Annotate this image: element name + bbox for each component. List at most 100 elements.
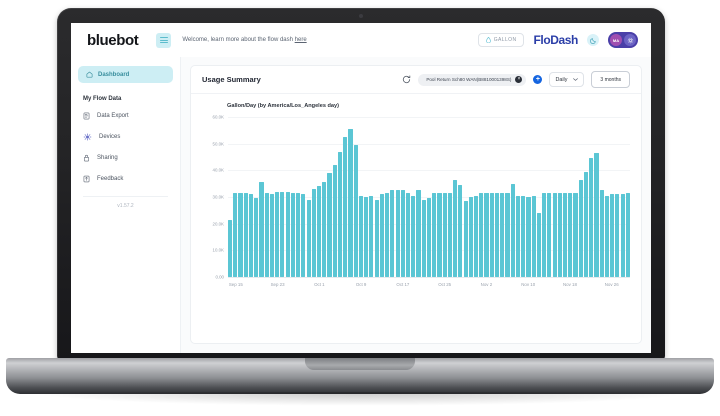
bar[interactable] <box>411 195 416 277</box>
date-range-button[interactable]: 3 months <box>591 71 630 88</box>
bar[interactable] <box>594 153 599 277</box>
bar[interactable] <box>542 193 547 277</box>
gallon-unit-button[interactable]: GALLON <box>477 33 525 47</box>
bar[interactable] <box>505 193 510 277</box>
chart-container: Gallon/Day (by America/Los_Angeles day) … <box>191 94 641 292</box>
bar[interactable] <box>583 171 589 277</box>
bar[interactable] <box>573 193 578 277</box>
bar[interactable] <box>332 165 337 277</box>
bar[interactable] <box>228 219 233 277</box>
bar[interactable] <box>489 193 494 277</box>
bar[interactable] <box>620 194 625 277</box>
bar[interactable] <box>510 183 515 277</box>
bar[interactable] <box>615 194 620 277</box>
bar[interactable] <box>322 182 327 277</box>
sidebar-item-feedback[interactable]: Feedback <box>71 168 180 189</box>
bar[interactable] <box>578 179 583 277</box>
bar[interactable] <box>563 193 568 277</box>
bar[interactable] <box>484 193 489 277</box>
devices-icon <box>83 133 92 140</box>
bar[interactable] <box>348 129 353 277</box>
bar[interactable] <box>474 195 479 277</box>
bar[interactable] <box>604 195 610 277</box>
bar[interactable] <box>264 193 269 277</box>
sidebar-item-data-export[interactable]: Data Export <box>71 105 180 126</box>
avatar[interactable]: MA <box>610 34 622 46</box>
export-icon <box>83 112 90 119</box>
bar[interactable] <box>531 195 536 277</box>
sidebar-item-sharing[interactable]: Sharing <box>71 147 180 168</box>
bar[interactable] <box>515 195 521 277</box>
bar[interactable] <box>301 194 306 277</box>
bar[interactable] <box>259 182 264 277</box>
device-filter-chip[interactable]: Pool Return Sch80 WAN(B8810001398S) × <box>418 73 527 86</box>
bar[interactable] <box>358 195 363 277</box>
bar[interactable] <box>442 193 447 277</box>
bar[interactable] <box>285 191 290 277</box>
bar[interactable] <box>400 190 405 277</box>
bar[interactable] <box>374 199 379 277</box>
bar[interactable] <box>233 193 238 277</box>
bar[interactable] <box>385 193 390 277</box>
bar[interactable] <box>337 151 343 277</box>
bar[interactable] <box>426 198 432 277</box>
bar[interactable] <box>568 193 573 277</box>
bar[interactable] <box>521 195 526 277</box>
bar[interactable] <box>306 199 311 277</box>
bar[interactable] <box>327 173 332 277</box>
bar[interactable] <box>254 198 259 277</box>
bar[interactable] <box>311 189 316 277</box>
plus-icon[interactable]: + <box>533 75 543 84</box>
sidebar-item-dashboard[interactable]: Dashboard <box>78 66 173 83</box>
bar[interactable] <box>379 194 384 277</box>
bar[interactable] <box>416 190 421 277</box>
sidebar-item-devices[interactable]: Devices <box>71 126 180 147</box>
bar[interactable] <box>353 145 358 277</box>
bar[interactable] <box>280 191 285 277</box>
bar[interactable] <box>552 193 557 277</box>
chart-title: Gallon/Day (by America/Los_Angeles day) <box>227 103 340 109</box>
bar[interactable] <box>364 197 369 277</box>
bar[interactable] <box>248 194 254 277</box>
bar[interactable] <box>437 193 442 277</box>
bar[interactable] <box>432 193 437 277</box>
bar[interactable] <box>390 190 395 277</box>
bar[interactable] <box>238 193 243 277</box>
bar[interactable] <box>343 137 348 277</box>
welcome-link[interactable]: here <box>294 37 307 43</box>
bar[interactable] <box>625 193 630 277</box>
bar[interactable] <box>296 193 301 277</box>
bar[interactable] <box>269 194 275 277</box>
granularity-select[interactable]: Daily <box>549 72 585 87</box>
bar[interactable] <box>421 199 426 277</box>
bar[interactable] <box>405 193 411 277</box>
bar[interactable] <box>447 193 452 277</box>
bar[interactable] <box>494 193 500 277</box>
moon-icon[interactable] <box>587 34 599 46</box>
bar[interactable] <box>463 201 468 277</box>
refresh-icon[interactable] <box>402 75 411 84</box>
bar[interactable] <box>536 213 541 277</box>
bar[interactable] <box>599 190 604 277</box>
bar[interactable] <box>275 191 280 277</box>
bar[interactable] <box>610 194 615 277</box>
bar[interactable] <box>500 193 505 277</box>
bar[interactable] <box>453 179 458 277</box>
brand-logo[interactable]: bluebot <box>87 31 139 49</box>
bar[interactable] <box>468 197 473 277</box>
gear-icon[interactable] <box>624 34 636 46</box>
bar[interactable] <box>589 158 594 277</box>
bar[interactable] <box>547 193 552 277</box>
bar[interactable] <box>458 185 463 277</box>
bar[interactable] <box>479 193 484 277</box>
bar[interactable] <box>526 197 531 277</box>
bar[interactable] <box>290 193 295 277</box>
bar[interactable] <box>316 186 322 277</box>
bar[interactable] <box>369 195 374 277</box>
close-icon[interactable]: × <box>515 76 523 83</box>
account-pill[interactable]: MA <box>608 32 638 48</box>
bar[interactable] <box>395 190 400 277</box>
bar[interactable] <box>243 193 248 277</box>
bar[interactable] <box>557 193 562 277</box>
hamburger-icon[interactable] <box>156 32 172 48</box>
